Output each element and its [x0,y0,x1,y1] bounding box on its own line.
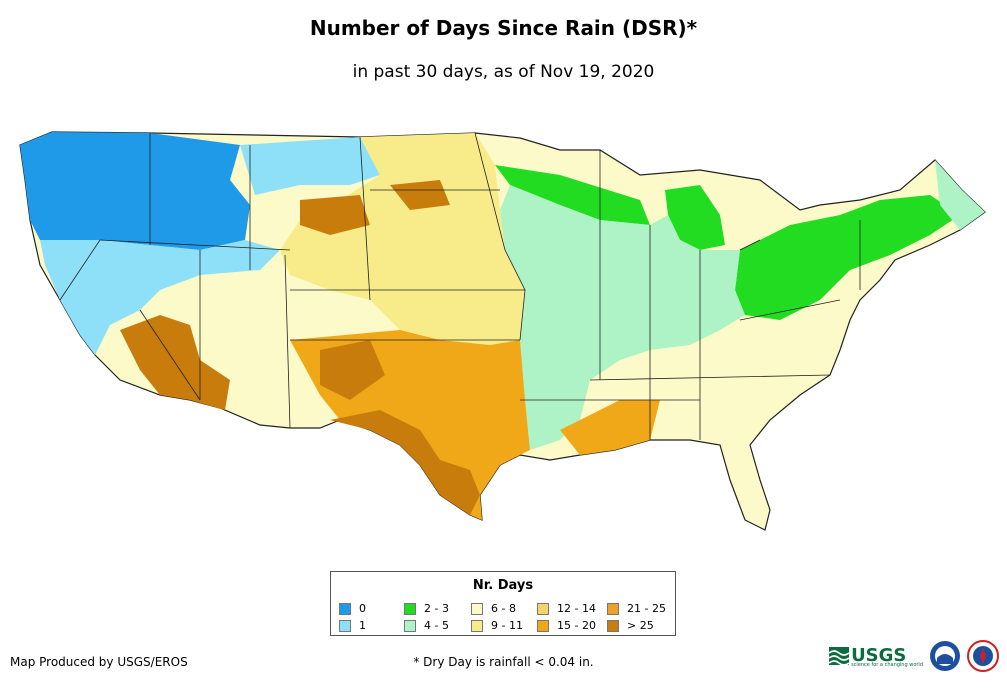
legend-item-1: 1 [339,619,366,632]
state-borders [59,132,861,440]
legend-label-1: 1 [359,619,366,632]
legend-label-21-25: 21 - 25 [627,602,666,615]
legend-swatch-2-3 [404,602,416,615]
legend-item-6-8: 6 - 8 [471,602,516,615]
legend-item-2-3: 2 - 3 [404,602,449,615]
region-gt25-days-nm [320,340,385,400]
map-subtitle: in past 30 days, as of Nov 19, 2020 [352,62,655,82]
legend-item-12-14: 12 - 14 [537,602,596,615]
map-credit: Map Produced by USGS/EROS [10,655,188,669]
legend-swatch-0 [339,602,351,615]
usgs-waves-icon [829,647,850,665]
agency-logos: USGS science for a changing world [829,640,999,672]
legend-swatch-6-8 [471,602,483,615]
region-gt25-days-sd [390,180,450,210]
region-2-3-days-ne [735,195,960,320]
region-4-5-days-maine [935,160,985,230]
legend-swatch-9-11 [471,619,483,632]
legend-swatch-15-20 [537,619,549,632]
legend-item-0: 0 [339,602,366,615]
legend-swatch-4-5 [404,619,416,632]
legend-item-4-5: 4 - 5 [404,619,449,632]
legend-label-0: 0 [359,602,366,615]
region-15-20-days-se [560,400,660,455]
legend-label-4-5: 4 - 5 [424,619,449,632]
dry-day-footnote: * Dry Day is rainfall < 0.04 in. [413,655,594,669]
legend-title: Nr. Days [472,578,534,593]
legend-label-6-8: 6 - 8 [491,602,516,615]
legend-swatch-21-25 [607,602,619,615]
nws-seal-icon [967,640,999,672]
usgs-logo: USGS science for a changing world [829,645,923,668]
legend-item-gt25: > 25 [607,619,654,632]
legend-swatch-1 [339,619,351,632]
legend-label-15-20: 15 - 20 [557,619,596,632]
region-gt25-days-wy [300,195,370,235]
region-2-3-days-michigan [665,185,725,250]
noaa-seal-icon [930,641,960,671]
map-title: Number of Days Since Rain (DSR)* [309,16,698,40]
legend-swatch-gt25 [607,619,619,632]
region-1-day-west [40,240,280,355]
legend-label-gt25: > 25 [627,619,654,632]
legend-label-9-11: 9 - 11 [491,619,523,632]
usgs-tagline: science for a changing world [851,661,923,668]
us-dsr-map [19,131,986,531]
usgs-text: USGS [851,644,907,666]
region-0-days-nw [20,132,250,250]
region-2-3-days-great-lakes [495,165,650,225]
region-gt25-days-tx [330,410,480,515]
region-4-5-days-east [500,185,745,450]
legend-item-15-20: 15 - 20 [537,619,596,632]
legend-swatch-12-14 [537,602,549,615]
legend-item-9-11: 9 - 11 [471,619,523,632]
legend-label-2-3: 2 - 3 [424,602,449,615]
region-9-11-days-plains [280,133,525,345]
legend-item-21-25: 21 - 25 [607,602,666,615]
legend-box: Nr. Days 0 1 2 - 3 4 - 5 6 - 8 9 - 11 12… [330,571,676,636]
legend-label-12-14: 12 - 14 [557,602,596,615]
region-1-day-montana [240,137,380,195]
